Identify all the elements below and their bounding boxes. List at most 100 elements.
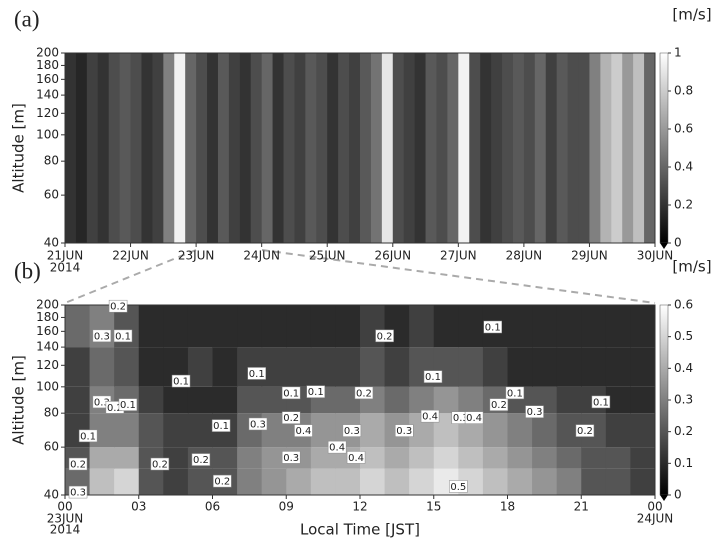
contour-label-box (327, 440, 347, 454)
heat-cell (89, 468, 115, 495)
contour-label: 0.1 (120, 400, 136, 411)
heat-cell (630, 468, 656, 495)
y-axis-title: Altitude [m] (10, 355, 28, 445)
heat-cell (532, 305, 558, 348)
contour-label-box (78, 429, 98, 443)
contour-label: 0.1 (308, 387, 324, 398)
heat-cell (138, 305, 164, 348)
colorbar-tick-label: 0.3 (674, 393, 693, 407)
heat-column (622, 53, 634, 243)
heat-column (458, 53, 470, 243)
colorbar-tick-label: 0 (674, 488, 682, 502)
heat-column (600, 53, 612, 243)
contour-label-box (449, 480, 468, 493)
heat-cell (630, 413, 656, 448)
heat-column (578, 53, 590, 243)
heat-column (469, 53, 481, 243)
heat-cell (187, 413, 213, 448)
x-tick-label: 12 (352, 500, 367, 514)
heat-cell (114, 413, 140, 448)
contour-label: 0.2 (283, 413, 299, 424)
heat-cell (65, 305, 91, 348)
y-tick-label: 80 (44, 406, 59, 420)
heat-cell (286, 347, 312, 387)
heat-cell (138, 386, 164, 414)
contour-label: 0.4 (296, 426, 312, 437)
x-tick-label: 21JUN (47, 249, 84, 263)
heat-cell (581, 447, 607, 469)
contour-label: 0.4 (329, 443, 345, 454)
contour-label: 0.1 (213, 421, 229, 432)
heat-cell (458, 347, 484, 387)
heat-cell (89, 347, 115, 387)
heat-cell (237, 386, 263, 414)
heat-cell (605, 447, 631, 469)
x-tick-label: 03 (131, 500, 146, 514)
heat-cell (630, 447, 656, 469)
contour-label: 0.4 (466, 413, 482, 424)
contour-label-box (281, 386, 301, 400)
heat-column (261, 53, 274, 243)
contour-label-box (113, 329, 133, 343)
colorbar-title: [m/s] (672, 6, 711, 24)
heat-column (239, 53, 252, 243)
heat-cell (433, 386, 459, 414)
heat-column (545, 53, 558, 243)
contour-label: 0.2 (356, 388, 372, 399)
end-date: 24JUN (637, 512, 674, 526)
panel-label: (b) (14, 258, 41, 283)
heat-cell (286, 468, 312, 495)
heat-cell (335, 305, 361, 348)
contour-label-box (489, 398, 509, 411)
heat-cell (212, 305, 238, 348)
y-tick-label: 180 (36, 310, 59, 324)
contour-label-box (375, 329, 394, 343)
heat-cell (163, 413, 189, 448)
heat-cell (310, 347, 336, 387)
x-tick-label: 15 (426, 500, 441, 514)
heat-cell (556, 305, 582, 348)
heat-column (436, 53, 448, 243)
contour-label: 0.1 (249, 369, 265, 380)
heat-column (196, 53, 208, 243)
heat-cell (482, 347, 508, 387)
heat-cell (458, 305, 484, 348)
heat-column (556, 53, 569, 243)
heat-column (228, 53, 241, 243)
heat-cell (458, 447, 484, 469)
heat-column (294, 53, 306, 243)
heat-column (611, 53, 623, 243)
colorbar-extend (660, 495, 668, 501)
heat-column (119, 53, 132, 243)
contour-label-box (342, 424, 362, 437)
heat-cell (556, 347, 582, 387)
heat-cell (630, 305, 656, 348)
contour-label: 0.2 (491, 400, 507, 411)
heat-cell (507, 347, 533, 387)
contour-label: 0.3 (94, 397, 110, 408)
contour-label-box (108, 299, 128, 313)
heat-column (447, 53, 459, 243)
x-tick-label: 00 (57, 500, 72, 514)
heat-column (185, 53, 197, 243)
heat-cell (310, 468, 336, 495)
heat-cell (360, 447, 386, 469)
contour-label-box (118, 398, 138, 411)
y-tick-label: 120 (36, 106, 59, 120)
contour-label-box (248, 417, 268, 431)
heat-column (414, 53, 427, 243)
heat-column (217, 53, 230, 243)
contour-label-box (505, 386, 525, 400)
y-tick-label: 80 (44, 154, 59, 168)
heat-column (370, 53, 383, 243)
heat-cell (409, 468, 435, 495)
contour-label-box (575, 424, 595, 437)
contour-label: 0.3 (250, 419, 266, 430)
heat-cell (384, 468, 410, 495)
heat-column (349, 53, 361, 243)
heat-cell (581, 305, 607, 348)
x-tick-label: 30JUN (637, 249, 674, 263)
heat-column (174, 53, 186, 243)
heat-cell (163, 447, 189, 469)
heat-column (86, 53, 99, 243)
